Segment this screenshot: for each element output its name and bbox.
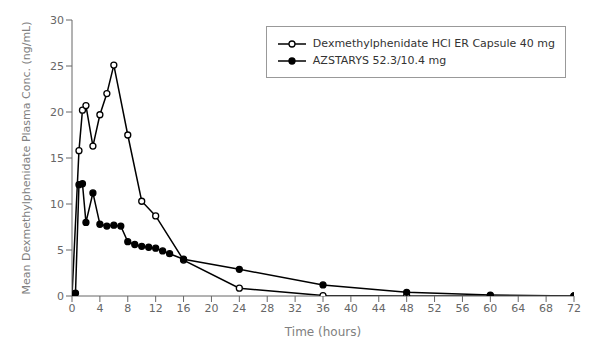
svg-text:28: 28 bbox=[260, 302, 274, 315]
svg-text:25: 25 bbox=[50, 60, 64, 73]
svg-text:56: 56 bbox=[455, 302, 469, 315]
svg-text:8: 8 bbox=[124, 302, 131, 315]
svg-text:10: 10 bbox=[50, 198, 64, 211]
svg-text:52: 52 bbox=[428, 302, 442, 315]
svg-text:68: 68 bbox=[539, 302, 553, 315]
svg-text:0: 0 bbox=[69, 302, 76, 315]
svg-text:60: 60 bbox=[483, 302, 497, 315]
html-text:Dexmethylphenidate HCl ER Caps: Dexmethylphenidate HCl ER Capsule 40 mg bbox=[312, 37, 555, 50]
svg-text:64: 64 bbox=[511, 302, 525, 315]
svg-text:15: 15 bbox=[50, 152, 64, 165]
svg-text:72: 72 bbox=[567, 302, 581, 315]
svg-text:0: 0 bbox=[57, 290, 64, 303]
html-text:AZSTARYS 52.3/10.4 mg: AZSTARYS 52.3/10.4 mg bbox=[312, 54, 447, 67]
svg-text:36: 36 bbox=[316, 302, 330, 315]
svg-text:20: 20 bbox=[50, 106, 64, 119]
svg-text:12: 12 bbox=[149, 302, 163, 315]
svg-text:20: 20 bbox=[204, 302, 218, 315]
svg-text:48: 48 bbox=[400, 302, 414, 315]
svg-text:32: 32 bbox=[288, 302, 302, 315]
svg-text:5: 5 bbox=[57, 244, 64, 257]
svg-text:4: 4 bbox=[96, 302, 103, 315]
svg-text:Time (hours): Time (hours) bbox=[284, 325, 361, 339]
svg-text:44: 44 bbox=[372, 302, 386, 315]
svg-text:24: 24 bbox=[232, 302, 246, 315]
svg-text:40: 40 bbox=[344, 302, 358, 315]
svg-text:30: 30 bbox=[50, 14, 64, 27]
svg-text:Mean Dexmethylphenidate Plasma: Mean Dexmethylphenidate Plasma Conc. (ng… bbox=[20, 21, 33, 294]
svg-text:16: 16 bbox=[177, 302, 191, 315]
